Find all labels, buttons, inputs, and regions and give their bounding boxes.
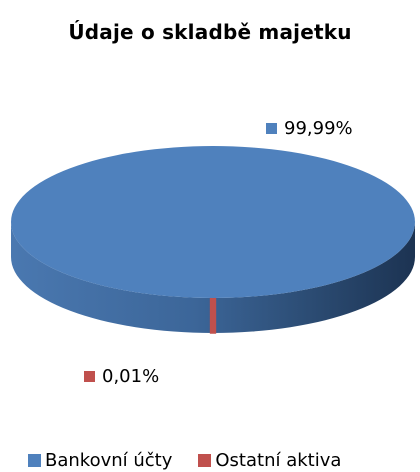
legend: Bankovní účty Ostatní aktiva: [28, 448, 420, 472]
chart-title: Údaje o skladbě majetku: [68, 20, 352, 44]
data-label-bank: 99,99%: [266, 118, 353, 139]
data-label-bank-text: 99,99%: [284, 118, 353, 139]
legend-swatch-bank: [28, 453, 41, 467]
legend-item-other: Ostatní aktiva: [198, 450, 341, 471]
legend-swatch-other: [198, 453, 212, 467]
legend-label-other: Ostatní aktiva: [215, 449, 342, 471]
legend-label-bank: Bankovní účty: [45, 449, 173, 471]
data-label-other: 0,01%: [84, 366, 159, 387]
data-label-other-text: 0,01%: [102, 366, 160, 387]
legend-item-bank: Bankovní účty: [28, 450, 172, 471]
pie-slice-other: [209, 297, 217, 334]
data-label-bank-swatch: [266, 123, 277, 134]
pie-slice-bank: [11, 146, 415, 298]
pie-side-bank: [11, 222, 415, 333]
data-label-other-swatch: [84, 371, 95, 382]
